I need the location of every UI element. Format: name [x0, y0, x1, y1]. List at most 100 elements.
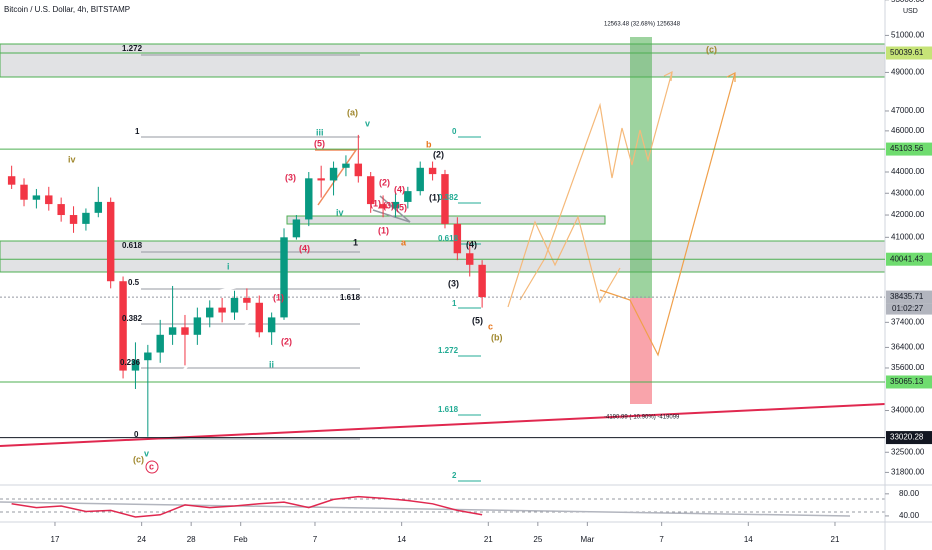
candle-body [32, 195, 41, 200]
x-tick-label: 14 [744, 535, 753, 544]
candle-body [391, 201, 400, 209]
wave-label: (3) [383, 200, 394, 210]
pattern-line [372, 195, 411, 223]
y-tick-label: 80.00 [899, 489, 920, 498]
candle-body [404, 191, 412, 202]
x-tick-label: 7 [313, 535, 318, 544]
wave-label: 0.5 [128, 278, 140, 287]
indicator-signal [0, 501, 851, 517]
y-tick-label: 35600.00 [891, 363, 925, 372]
wave-label: (2) [281, 336, 292, 346]
wave-label: (2) [379, 177, 390, 187]
x-tick-label: 21 [831, 535, 840, 544]
wave-label: (2) [433, 149, 444, 159]
indicator-line [11, 495, 483, 518]
candle-body [82, 212, 90, 224]
wave-label: (1) [370, 198, 381, 208]
wave-label: (4) [299, 243, 310, 253]
candle-body [144, 352, 152, 361]
candle-body [317, 178, 325, 181]
price-label-box [886, 375, 932, 389]
y-tick-label: 43000.00 [891, 188, 925, 197]
price-label-box [886, 290, 932, 304]
y-tick-label: 31800.00 [891, 468, 925, 477]
loss-zone [630, 298, 652, 404]
y-tick-label: 41000.00 [891, 232, 925, 241]
wave-label: b [426, 139, 432, 149]
candle-body [45, 195, 53, 205]
fib-lines [141, 54, 360, 440]
projection [599, 72, 736, 357]
candle-body [230, 297, 239, 313]
wave-label: 1.272 [438, 346, 459, 355]
x-tick-label: 21 [484, 535, 493, 544]
candle-body [453, 223, 462, 254]
candle-body [243, 297, 251, 303]
candle-body [305, 178, 313, 220]
candle-body [181, 327, 189, 335]
position-label: 12563.48 (32.68%) 1256348 [604, 22, 681, 28]
wave-label: i [227, 261, 230, 271]
wave-label: 0.236 [120, 358, 141, 367]
wave-label: (3) [448, 278, 459, 288]
candle-body [441, 174, 449, 224]
price-label-box [886, 142, 932, 156]
x-tick-label: 24 [137, 535, 146, 544]
candle-body [156, 334, 164, 353]
price-label-box [886, 46, 932, 60]
currency: USD [903, 8, 918, 15]
price-label: 40041.43 [890, 254, 924, 263]
zone-band [0, 240, 886, 273]
candle-body [69, 215, 78, 224]
candle-body [466, 253, 474, 265]
wave-label: (5) [472, 315, 483, 325]
candles [7, 134, 486, 437]
projection [507, 215, 621, 308]
wave-label: ii [269, 359, 274, 369]
fib-lines-right [458, 136, 481, 482]
wave-label: 1.618 [340, 293, 361, 302]
price-label-box [886, 252, 932, 266]
wave-label: c [488, 321, 493, 331]
candle-body [478, 264, 486, 298]
wave-label: 2 [452, 471, 457, 480]
wave-label: (c) [706, 44, 717, 54]
candle-body [292, 219, 301, 238]
candle-body [193, 317, 202, 335]
candle-body [255, 302, 263, 333]
arrow-head [663, 70, 673, 82]
projection [519, 71, 673, 301]
price-label: 38435.71 [890, 292, 924, 301]
y-tick-label: 46000.00 [891, 126, 925, 135]
candle-body [218, 307, 226, 313]
y-tick-label: 42000.00 [891, 210, 925, 219]
wave-label: iii [316, 127, 324, 137]
y-tick-label: 47000.00 [891, 106, 925, 115]
price-label: 45103.56 [890, 144, 924, 153]
wave-label: (4) [466, 239, 477, 249]
wave-label: (3) [285, 172, 296, 182]
wave-label: iv [336, 207, 344, 217]
pattern-line [179, 317, 256, 373]
arrow-head [726, 72, 736, 82]
wave-label: 1.272 [122, 44, 143, 53]
x-tick-label: Feb [234, 535, 248, 544]
y-tick-label: 44000.00 [891, 167, 925, 176]
wave-label: (1) [429, 192, 440, 202]
candle-body [379, 204, 387, 209]
candle-body [168, 327, 177, 335]
wave-label: v [144, 448, 149, 458]
y-tick-label: 37400.00 [891, 317, 925, 326]
wave-label: 1 [353, 237, 358, 247]
candle-body [342, 163, 350, 168]
x-tick-label: 14 [397, 535, 406, 544]
candle-body [206, 307, 214, 318]
wave-label: 0 [452, 127, 457, 136]
wave-label: 0.382 [122, 314, 143, 323]
candle-body [20, 184, 28, 200]
zone-band [0, 43, 886, 78]
candle-body [106, 201, 115, 282]
